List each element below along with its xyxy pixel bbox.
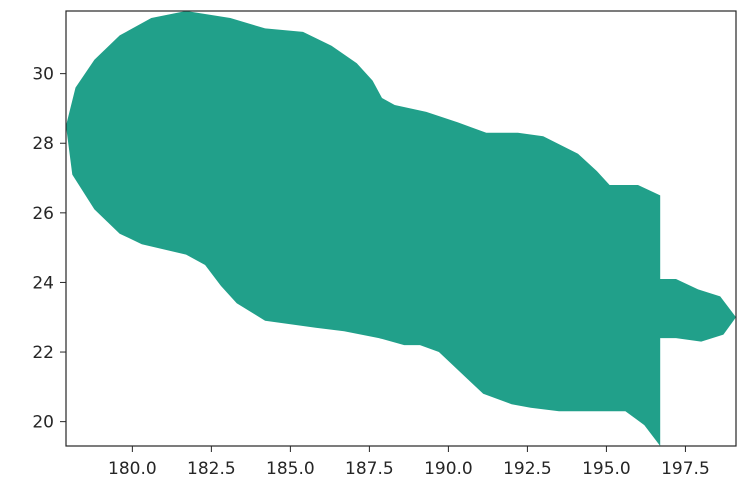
y-tick-label: 24 xyxy=(32,273,54,293)
x-tick-label: 192.5 xyxy=(503,459,552,479)
filled-region-0 xyxy=(66,11,736,446)
y-axis: 20 22 24 26 28 30 xyxy=(32,65,66,433)
y-tick-label: 28 xyxy=(32,134,54,154)
x-tick-label: 187.5 xyxy=(345,459,394,479)
plot-frame xyxy=(65,10,737,447)
x-axis: 180.0 182.5 185.0 187.5 190.0 192.5 195.0 197.5 xyxy=(108,446,710,479)
x-tick-label: 180.0 xyxy=(108,459,157,479)
x-tick-label: 185.0 xyxy=(266,459,315,479)
x-tick-label: 190.0 xyxy=(424,459,473,479)
y-tick-label: 22 xyxy=(32,343,54,363)
y-tick-label: 26 xyxy=(32,204,54,224)
y-tick-label: 20 xyxy=(32,413,54,433)
x-tick-label: 197.5 xyxy=(661,459,710,479)
y-tick-label: 30 xyxy=(32,65,54,85)
x-tick-label: 195.0 xyxy=(582,459,631,479)
x-tick-label: 182.5 xyxy=(187,459,236,479)
